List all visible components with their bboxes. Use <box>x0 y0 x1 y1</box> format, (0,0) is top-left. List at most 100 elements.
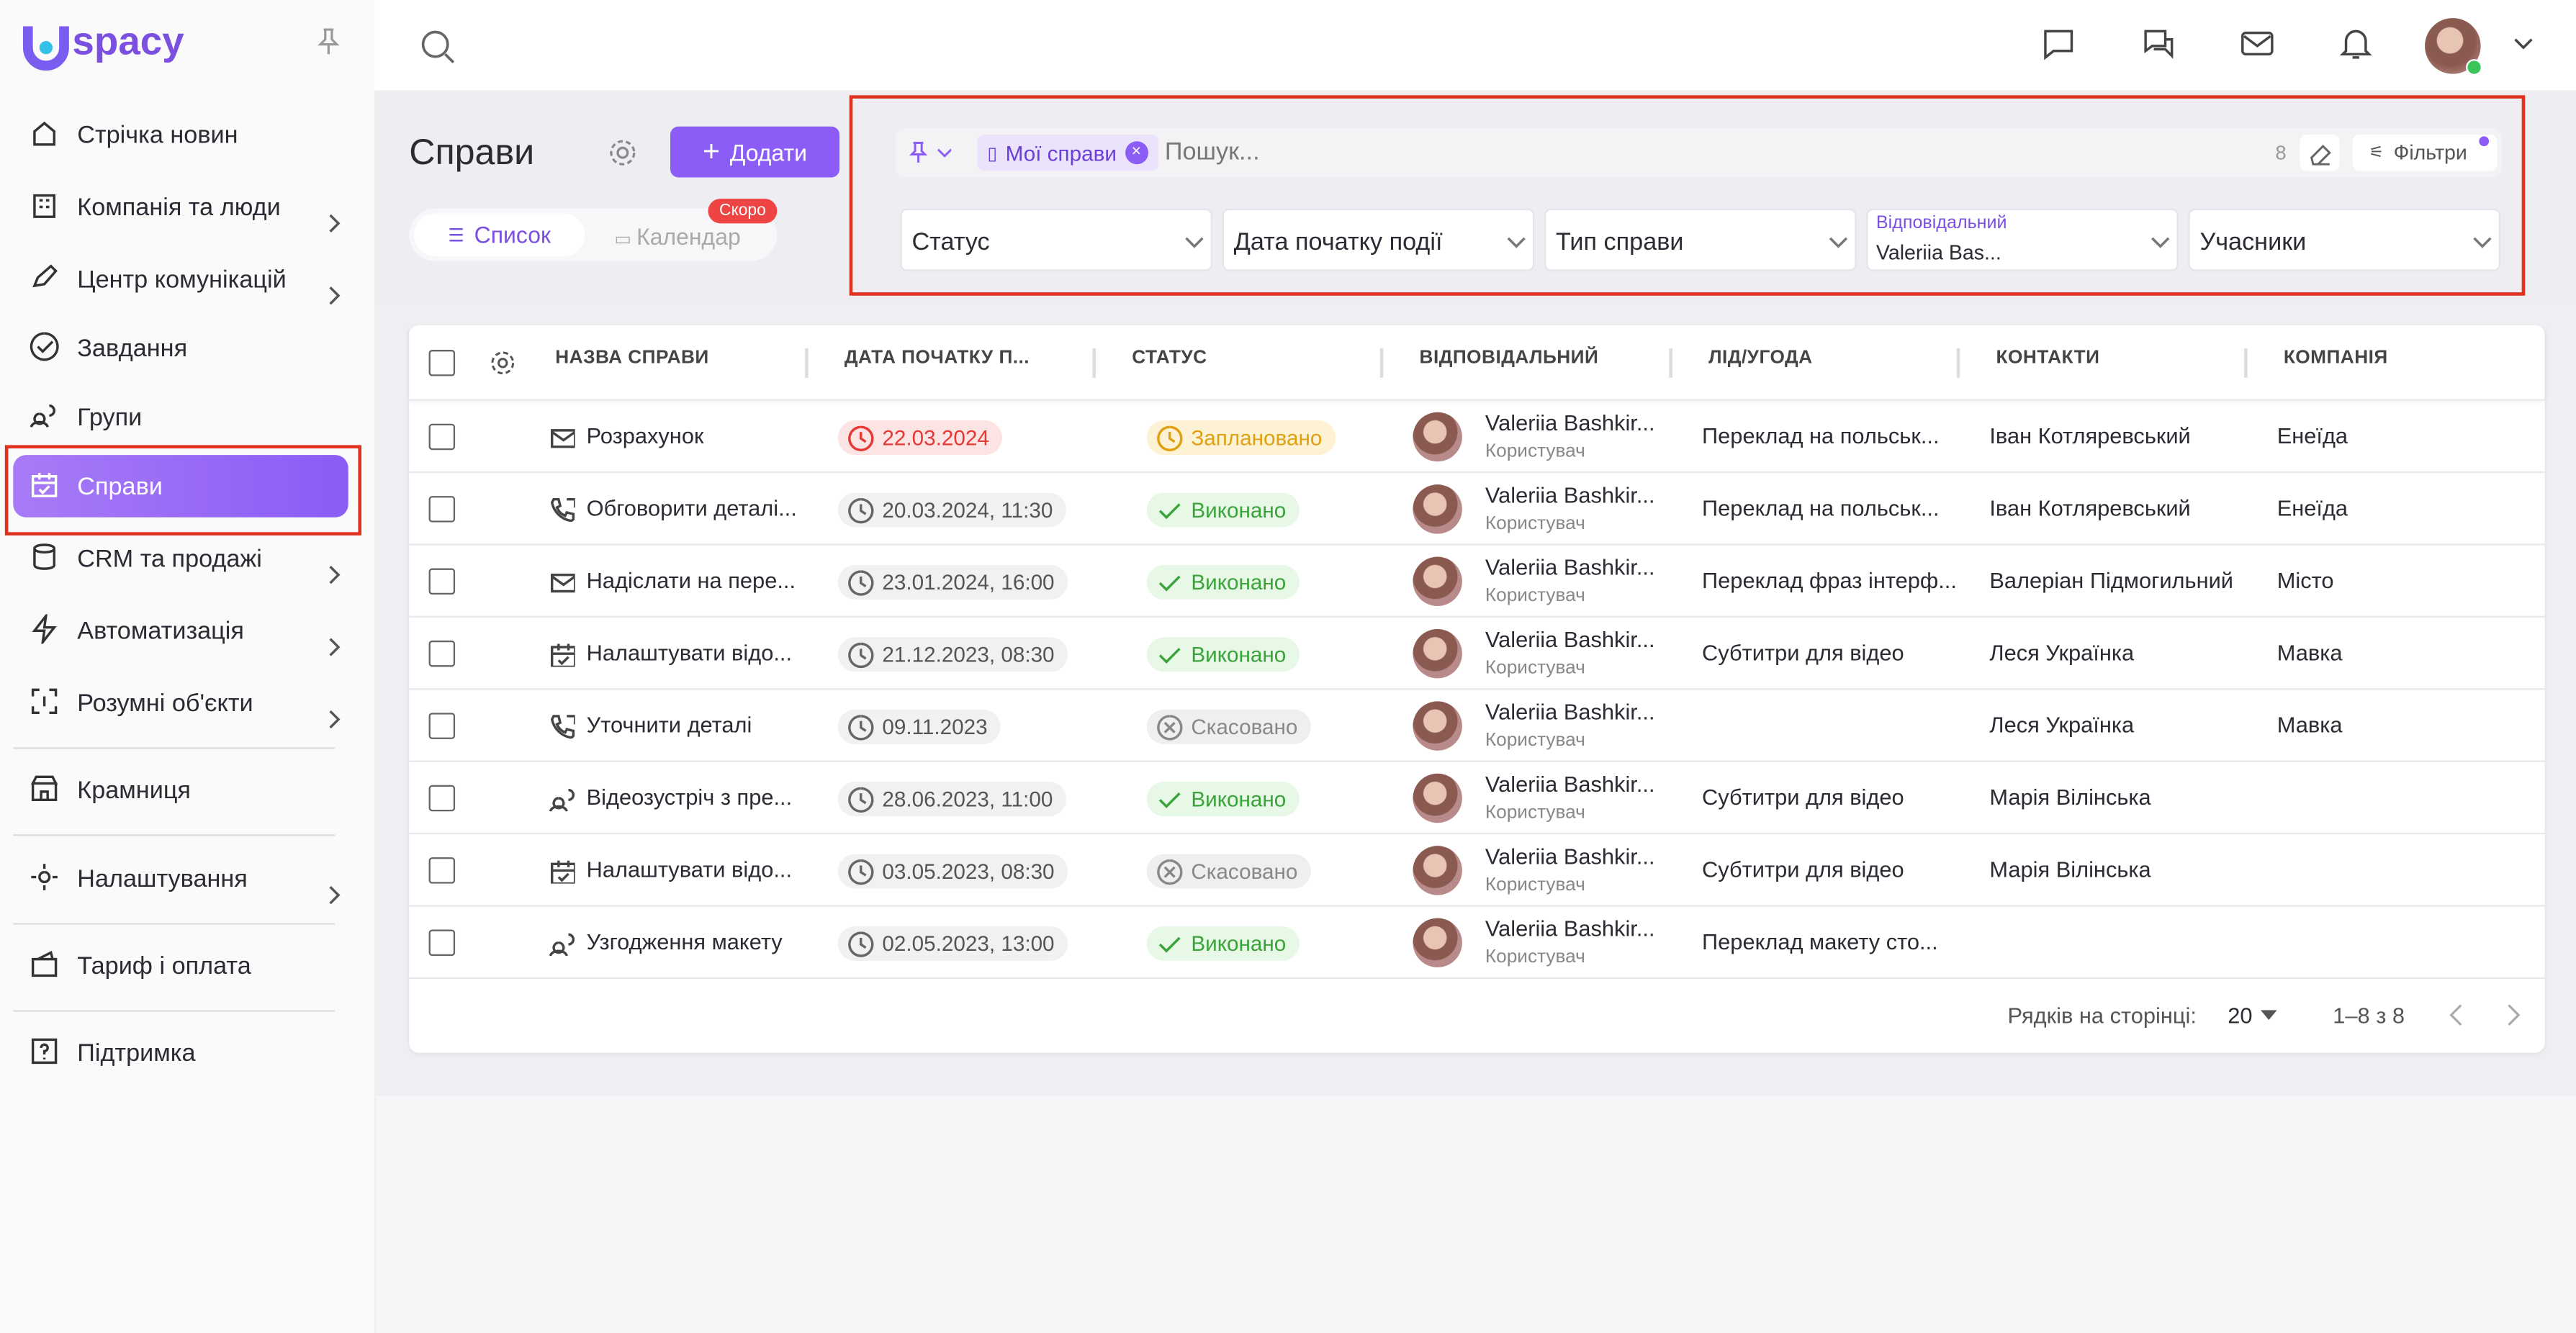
row-checkbox[interactable] <box>428 929 456 957</box>
cell-text[interactable]: Леся Українка <box>1989 713 2135 738</box>
column-header[interactable]: СТАТУС <box>1132 348 1207 369</box>
cell-text[interactable]: Енеїда <box>2276 423 2348 448</box>
nav-label: Групи <box>77 403 143 431</box>
cell-text[interactable]: Іван Котляревський <box>1989 423 2191 448</box>
nav-item[interactable]: Стрічка новин <box>13 104 348 166</box>
nav-item[interactable]: Автоматизація <box>13 600 348 662</box>
next-page[interactable] <box>2505 1003 2522 1026</box>
add-button[interactable]: + Додати <box>670 126 840 178</box>
rows-per-page[interactable]: 20 <box>2228 1003 2253 1029</box>
table-row[interactable]: Налаштувати відо... 21.12.2023, 08:30 Вико… <box>409 615 2545 690</box>
prev-page[interactable] <box>2448 1003 2464 1026</box>
column-header[interactable]: НАЗВА СПРАВИ <box>555 348 709 369</box>
task-name[interactable]: Налаштувати відо... <box>586 857 793 882</box>
column-header[interactable]: КОНТАКТИ <box>1996 348 2100 369</box>
row-checkbox[interactable] <box>428 640 456 667</box>
tab-list[interactable]: ☰ Список <box>414 213 585 256</box>
rows-per-page-caret[interactable] <box>2260 1010 2277 1021</box>
chip-remove[interactable]: × <box>1125 141 1148 165</box>
task-name[interactable]: Відеозустріч з пре... <box>586 785 793 810</box>
nav-item[interactable]: Компанія та люди <box>13 176 348 238</box>
row-checkbox[interactable] <box>428 857 456 884</box>
nav-item[interactable]: Групи <box>13 386 348 448</box>
filters-button[interactable]: ⚟ Фільтри <box>2352 135 2498 171</box>
mail-icon[interactable] <box>2241 30 2274 59</box>
nav-item[interactable]: Налаштування <box>13 847 348 910</box>
column-header[interactable]: ЛІД/УГОДА <box>1708 348 1813 369</box>
responsible-name[interactable]: Valeriia Bashkir... <box>1485 410 1655 435</box>
row-checkbox[interactable] <box>428 568 456 595</box>
responsible-name[interactable]: Valeriia Bashkir... <box>1485 482 1655 508</box>
responsible-name[interactable]: Valeriia Bashkir... <box>1485 844 1655 869</box>
cell-text[interactable]: Субтитри для відео <box>1702 785 1904 810</box>
column-header[interactable]: ВІДПОВІДАЛЬНИЙ <box>1419 348 1599 369</box>
search-input[interactable]: Пошук... <box>1164 137 1260 166</box>
nav-item[interactable]: Підтримка <box>13 1021 348 1084</box>
bell-icon[interactable] <box>2339 27 2372 63</box>
task-name[interactable]: Надіслати на пере... <box>586 568 796 593</box>
search-icon[interactable] <box>420 30 456 65</box>
cell-text[interactable]: Переклад на польськ... <box>1702 496 1940 521</box>
task-name[interactable]: Уточнити деталі <box>586 713 752 738</box>
responsible-name[interactable]: Valeriia Bashkir... <box>1485 916 1655 941</box>
task-name[interactable]: Розрахунок <box>586 423 704 448</box>
filter-dropdown[interactable]: Дата початку події <box>1222 208 1535 271</box>
chat-icon[interactable] <box>2042 28 2075 61</box>
filter-dropdown[interactable]: Тип справи <box>1544 208 1857 271</box>
cell-text[interactable]: Марія Вілінська <box>1989 785 2151 810</box>
row-checkbox[interactable] <box>428 423 456 451</box>
select-all-checkbox[interactable] <box>428 350 456 376</box>
responsible-name[interactable]: Valeriia Bashkir... <box>1485 772 1655 797</box>
cell-text[interactable]: Іван Котляревський <box>1989 496 2191 521</box>
nav-item[interactable]: Крамниця <box>13 759 348 821</box>
nav-item[interactable]: Завдання <box>13 317 348 379</box>
cell-text[interactable]: Енеїда <box>2276 496 2348 521</box>
table-row[interactable]: Розрахунок 22.03.2024 Заплановано Valeriia … <box>409 399 2545 473</box>
responsible-name[interactable]: Valeriia Bashkir... <box>1485 627 1655 652</box>
filter-dropdown[interactable]: Статус <box>900 208 1213 271</box>
task-name[interactable]: Налаштувати відо... <box>586 640 793 666</box>
table-row[interactable]: Уточнити деталі 09.11.2023 Скасовано Valeri… <box>409 688 2545 762</box>
table-row[interactable]: Обговорити деталі... 20.03.2024, 11:30 Вик… <box>409 471 2545 546</box>
task-name[interactable]: Узгодження макету <box>586 929 783 954</box>
messages-icon[interactable] <box>2143 28 2176 61</box>
row-checkbox[interactable] <box>428 713 456 739</box>
cell-text[interactable]: Мавка <box>2276 640 2343 666</box>
cell-text[interactable]: Переклад на польськ... <box>1702 423 1940 448</box>
filter-dropdown[interactable]: Учасники <box>2188 208 2501 271</box>
nav-item[interactable]: Справи <box>13 455 348 518</box>
task-name[interactable]: Обговорити деталі... <box>586 496 797 521</box>
cell-text[interactable]: Переклад макету сто... <box>1702 929 1938 954</box>
nav-item[interactable]: Центр комунікацій <box>13 248 348 311</box>
cell-text[interactable]: Місто <box>2276 568 2334 593</box>
cell-text[interactable]: Марія Вілінська <box>1989 857 2151 882</box>
column-header[interactable]: КОМПАНІЯ <box>2283 348 2388 369</box>
nav-item[interactable]: CRM та продажі <box>13 527 348 589</box>
my-tasks-chip[interactable]: ▯ Мої справи × <box>977 135 1158 171</box>
nav-item[interactable]: Тариф і оплата <box>13 934 348 997</box>
row-checkbox[interactable] <box>428 496 456 523</box>
table-row[interactable]: Налаштувати відо... 03.05.2023, 08:30 Скас… <box>409 832 2545 907</box>
cell-text[interactable]: Субтитри для відео <box>1702 857 1904 882</box>
nav-item[interactable]: Розумні об'єкти <box>13 672 348 734</box>
pin-filter-icon[interactable] <box>909 140 952 166</box>
responsible-name[interactable]: Valeriia Bashkir... <box>1485 700 1655 725</box>
cell-text[interactable]: Переклад фраз інтерф... <box>1702 568 1957 593</box>
clear-button[interactable] <box>2300 135 2340 171</box>
table-row[interactable]: Надіслати на пере... 23.01.2024, 16:00 Вик… <box>409 543 2545 618</box>
table-row[interactable]: Узгодження макету 02.05.2023, 13:00 Викона… <box>409 905 2545 979</box>
cell-text[interactable]: Леся Українка <box>1989 640 2135 666</box>
tab-calendar[interactable]: ▭ Календар <box>614 223 740 250</box>
cell-text[interactable]: Мавка <box>2276 713 2343 738</box>
columns-settings-icon[interactable] <box>490 350 516 376</box>
row-checkbox[interactable] <box>428 785 456 812</box>
settings-icon[interactable] <box>608 138 637 168</box>
pin-icon[interactable] <box>315 27 342 56</box>
user-menu-chevron[interactable] <box>2512 36 2535 53</box>
responsible-name[interactable]: Valeriia Bashkir... <box>1485 555 1655 580</box>
cell-text[interactable]: Валеріан Підмогильний <box>1989 568 2234 593</box>
cell-text[interactable]: Субтитри для відео <box>1702 640 1904 666</box>
filter-dropdown[interactable]: Відповідальний Valeriia Bas... <box>1866 208 2179 271</box>
table-row[interactable]: Відеозустріч з пре... 28.06.2023, 11:00 Ви… <box>409 760 2545 835</box>
column-header[interactable]: ДАТА ПОЧАТКУ П... <box>844 348 1030 369</box>
